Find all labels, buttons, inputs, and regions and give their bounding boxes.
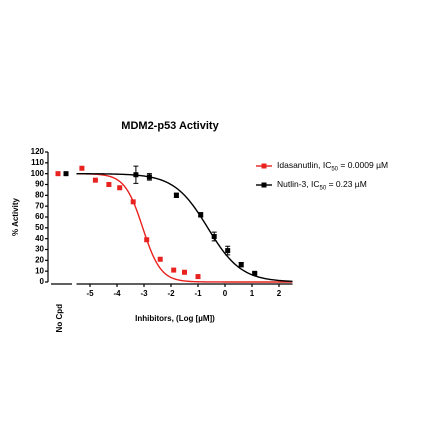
legend-text: 50 <box>320 185 327 191</box>
y-tick-label: 10 <box>35 266 44 275</box>
data-point <box>133 172 139 178</box>
data-point <box>238 262 244 268</box>
x-tick-label: -3 <box>140 289 148 298</box>
y-tick-label: 60 <box>35 212 44 221</box>
data-point <box>173 192 179 198</box>
chart-title: MDM2-p53 Activity <box>121 120 219 132</box>
legend-marker <box>261 182 267 188</box>
control-point <box>63 171 69 177</box>
data-point <box>117 185 123 191</box>
legend-label: Nutlin-3, IC50 = 0.23 µM <box>277 179 367 191</box>
data-point <box>182 269 187 275</box>
data-point <box>79 165 85 171</box>
data-point <box>130 199 136 205</box>
y-tick-label: 80 <box>35 190 44 199</box>
legend-text: Idasanutlin, IC <box>277 160 331 170</box>
x-tick-label: 0 <box>223 289 228 298</box>
data-point <box>146 174 152 180</box>
x-tick-label: -4 <box>113 289 121 298</box>
legend-text: 50 <box>331 166 338 172</box>
legend-text: Nutlin-3, IC <box>277 179 320 189</box>
x-tick-label: -5 <box>86 289 94 298</box>
data-point <box>144 237 150 243</box>
x-tick-label: -1 <box>194 289 202 298</box>
data-point <box>157 256 163 262</box>
legend-marker <box>261 163 267 169</box>
x-tick-label: 2 <box>277 289 282 298</box>
data-point <box>211 234 217 239</box>
y-tick-label: 110 <box>31 158 44 167</box>
x-axis-label: Inhibitors, (Log [µM]) <box>135 314 215 323</box>
y-axis-label: % Activity <box>11 197 20 235</box>
legend-text: = 0.23 µM <box>326 179 367 189</box>
y-tick-label: 90 <box>35 180 44 189</box>
data-point <box>198 212 204 218</box>
legend-label: Idasanutlin, IC50 = 0.0009 µM <box>277 160 388 172</box>
data-point <box>252 270 258 276</box>
control-label: No Cpd <box>55 304 64 333</box>
legend-text: = 0.0009 µM <box>338 160 388 170</box>
x-tick-label: 1 <box>250 289 255 298</box>
data-point <box>106 182 112 187</box>
data-point <box>195 274 201 280</box>
y-tick-label: 100 <box>31 169 45 178</box>
y-tick-label: 0 <box>40 277 45 286</box>
fit-curve <box>76 173 293 283</box>
fit-curve <box>76 173 293 283</box>
y-tick-label: 30 <box>35 245 44 254</box>
data-point <box>92 177 98 183</box>
y-tick-label: 40 <box>35 234 44 243</box>
data-point <box>171 267 177 273</box>
y-tick-label: 120 <box>31 147 45 156</box>
y-tick-label: 50 <box>35 223 44 232</box>
y-tick-label: 20 <box>35 255 44 264</box>
y-tick-label: 70 <box>35 201 44 210</box>
x-tick-label: -2 <box>167 289 175 298</box>
control-point <box>55 171 61 177</box>
data-point <box>225 248 231 254</box>
